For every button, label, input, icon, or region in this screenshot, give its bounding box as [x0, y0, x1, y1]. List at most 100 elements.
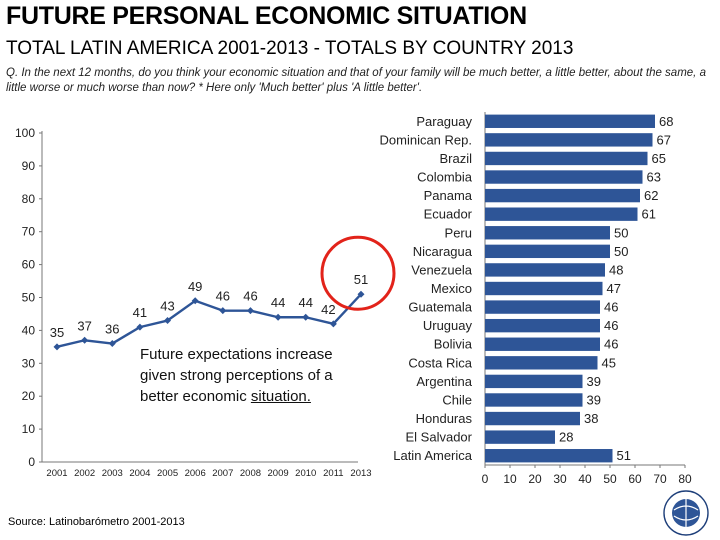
bar-value-label: 38: [584, 411, 598, 426]
bar: [485, 356, 598, 370]
line-point: [108, 340, 116, 348]
bar-value-label: 28: [559, 430, 573, 445]
line-point: [357, 290, 365, 298]
annotation-underlined-text: situation.: [250, 388, 311, 405]
line-point: [53, 343, 61, 351]
bar-category-label: Bolivia: [434, 337, 473, 352]
bar-value-label: 47: [607, 281, 621, 296]
bar: [485, 114, 655, 128]
bar-value-label: 46: [604, 337, 618, 352]
bar-x-tick-label: 50: [603, 472, 617, 486]
annotation-text: Future expectations increase given stron…: [140, 346, 333, 405]
line-x-tick-label: 2004: [129, 468, 150, 479]
line-chart: 0 10 20 30 40 50 60 70 80 90 100 2001 2002 2003 2004 20…: [15, 126, 396, 479]
bar-category-label: Peru: [445, 225, 472, 240]
line-x-tick-label: 2007: [212, 468, 233, 479]
bar: [485, 318, 600, 333]
bar-value-label: 61: [642, 207, 656, 222]
line-point: [246, 307, 254, 315]
line-x-tick-label: 2001: [46, 468, 67, 479]
bar-category-label: Paraguay: [416, 114, 472, 129]
bar-value-label: 68: [659, 114, 673, 129]
line-y-tick-label: 0: [28, 455, 35, 469]
line-point: [302, 313, 310, 321]
bar-x-tick-label: 10: [503, 472, 517, 486]
bar-category-label: Panama: [424, 188, 473, 203]
bar-x-tick-label: 40: [578, 472, 592, 486]
line-x-tick-label: 2002: [74, 468, 95, 479]
line-data-label: 46: [243, 289, 257, 304]
bar-x-tick-label: 30: [553, 472, 567, 486]
line-y-tick-label: 60: [22, 258, 36, 272]
line-data-label: 44: [271, 295, 285, 310]
bar: [485, 337, 600, 351]
line-point: [81, 336, 89, 344]
survey-question: Q. In the next 12 months, do you think y…: [6, 67, 706, 94]
bar-category-label: Chile: [442, 392, 472, 407]
latinobarometro-logo: [663, 490, 709, 536]
bar-x-tick-label: 70: [653, 472, 667, 486]
bar-value-label: 39: [587, 392, 601, 407]
page-title: FUTURE PERSONAL ECONOMIC SITUATION: [6, 2, 527, 30]
bar-value-label: 51: [617, 448, 631, 463]
bar-value-label: 63: [647, 170, 661, 185]
bar-category-label: Latin America: [393, 448, 473, 463]
bar: [485, 244, 610, 259]
bar-chart: 0 10 20 30 40 50 60 70 80 Paraguay 68 Dominican Rep…: [380, 112, 692, 486]
line-x-tick-label: 2008: [240, 468, 261, 479]
line-x-tick-label: 2005: [157, 468, 178, 479]
bar: [485, 300, 600, 314]
line-y-tick-label: 90: [22, 159, 36, 173]
line-y-tick-label: 50: [22, 291, 36, 305]
bar-value-label: 39: [587, 374, 601, 389]
line-point: [329, 320, 337, 328]
bar: [485, 133, 653, 147]
highlight-circle: [320, 235, 396, 311]
bar: [485, 374, 583, 389]
bar-value-label: 45: [602, 355, 616, 370]
line-y-tick-label: 100: [15, 126, 35, 140]
line-data-label: 43: [160, 299, 174, 314]
bar: [485, 449, 613, 463]
bar-category-label: Guatemala: [408, 300, 472, 315]
bar: [485, 411, 580, 426]
line-x-tick-label: 2003: [102, 468, 123, 479]
line-y-tick-label: 20: [22, 389, 36, 403]
line-x-tick-label: 2009: [268, 468, 289, 479]
line-y-tick-label: 80: [22, 192, 36, 206]
bar: [485, 151, 648, 166]
bar: [485, 207, 638, 221]
line-x-tick-label: 2010: [295, 468, 316, 479]
line-series: [56, 293, 362, 349]
line-data-label: 36: [105, 322, 119, 337]
bar-value-label: 48: [609, 262, 623, 277]
line-x-tick-label: 2013: [350, 468, 371, 479]
line-data-label: 41: [133, 305, 147, 320]
line-point: [274, 313, 282, 321]
bar-value-label: 67: [657, 132, 671, 147]
bar-category-label: Dominican Rep.: [380, 132, 473, 147]
bar-category-label: Costa Rica: [408, 355, 472, 370]
bar-category-label: Brazil: [439, 151, 472, 166]
bar: [485, 226, 610, 240]
chart-annotation: Future expectations increase given stron…: [140, 344, 340, 407]
line-point: [136, 323, 144, 331]
line-y-tick-label: 30: [22, 356, 36, 370]
bar-category-label: El Salvador: [406, 430, 473, 445]
bar: [485, 188, 640, 203]
bar-category-label: Uruguay: [423, 318, 473, 333]
line-x-tick-label: 2011: [323, 468, 343, 479]
bar-x-tick-label: 60: [628, 472, 642, 486]
bar-category-label: Honduras: [416, 411, 473, 426]
bar-x-tick-label: 20: [528, 472, 542, 486]
page-subtitle: TOTAL LATIN AMERICA 2001-2013 - TOTALS B…: [6, 38, 574, 59]
source-note: Source: Latinobarómetro 2001-2013: [8, 516, 185, 528]
line-data-label: 51: [354, 272, 368, 287]
bar-category-label: Ecuador: [424, 207, 473, 222]
bar-value-label: 62: [644, 188, 658, 203]
line-data-label: 42: [321, 302, 335, 317]
bar: [485, 393, 583, 407]
bar-x-tick-label: 80: [678, 472, 692, 486]
bar: [485, 281, 603, 296]
bar-category-label: Argentina: [416, 374, 472, 389]
